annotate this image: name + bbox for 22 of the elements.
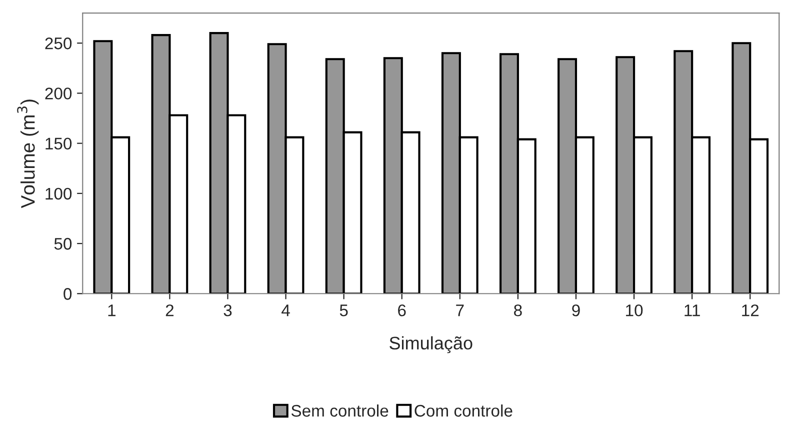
y-tick-label: 250 bbox=[45, 38, 72, 50]
y-axis-title: Volume (m$^{3}$) bbox=[17, 100, 39, 208]
x-tick-label: 4 bbox=[282, 304, 290, 316]
y-tick-label: 150 bbox=[46, 138, 72, 150]
x-tick-label: 8 bbox=[514, 304, 522, 316]
x-tick-label: 5 bbox=[340, 304, 348, 316]
x-tick-label: 2 bbox=[166, 304, 174, 316]
x-tick-label: 12 bbox=[742, 304, 759, 316]
x-tick-label: 7 bbox=[456, 304, 464, 316]
y-tick-label: 200 bbox=[45, 88, 72, 100]
x-tick-label: 1 bbox=[108, 304, 116, 316]
x-tick-label: 11 bbox=[684, 304, 700, 316]
x-tick-label: 3 bbox=[224, 304, 232, 316]
y-tick-label: 50 bbox=[54, 238, 72, 250]
legend-label: Com controle bbox=[414, 404, 512, 417]
y-tick-label: 0 bbox=[64, 288, 72, 300]
x-axis-title: Simulação bbox=[390, 336, 472, 354]
x-tick-label: 10 bbox=[626, 304, 643, 316]
x-tick-label: 6 bbox=[398, 304, 406, 316]
legend-label: Sem controle bbox=[291, 404, 388, 417]
x-tick-label: 9 bbox=[572, 304, 580, 316]
y-tick-label: 100 bbox=[46, 188, 72, 200]
